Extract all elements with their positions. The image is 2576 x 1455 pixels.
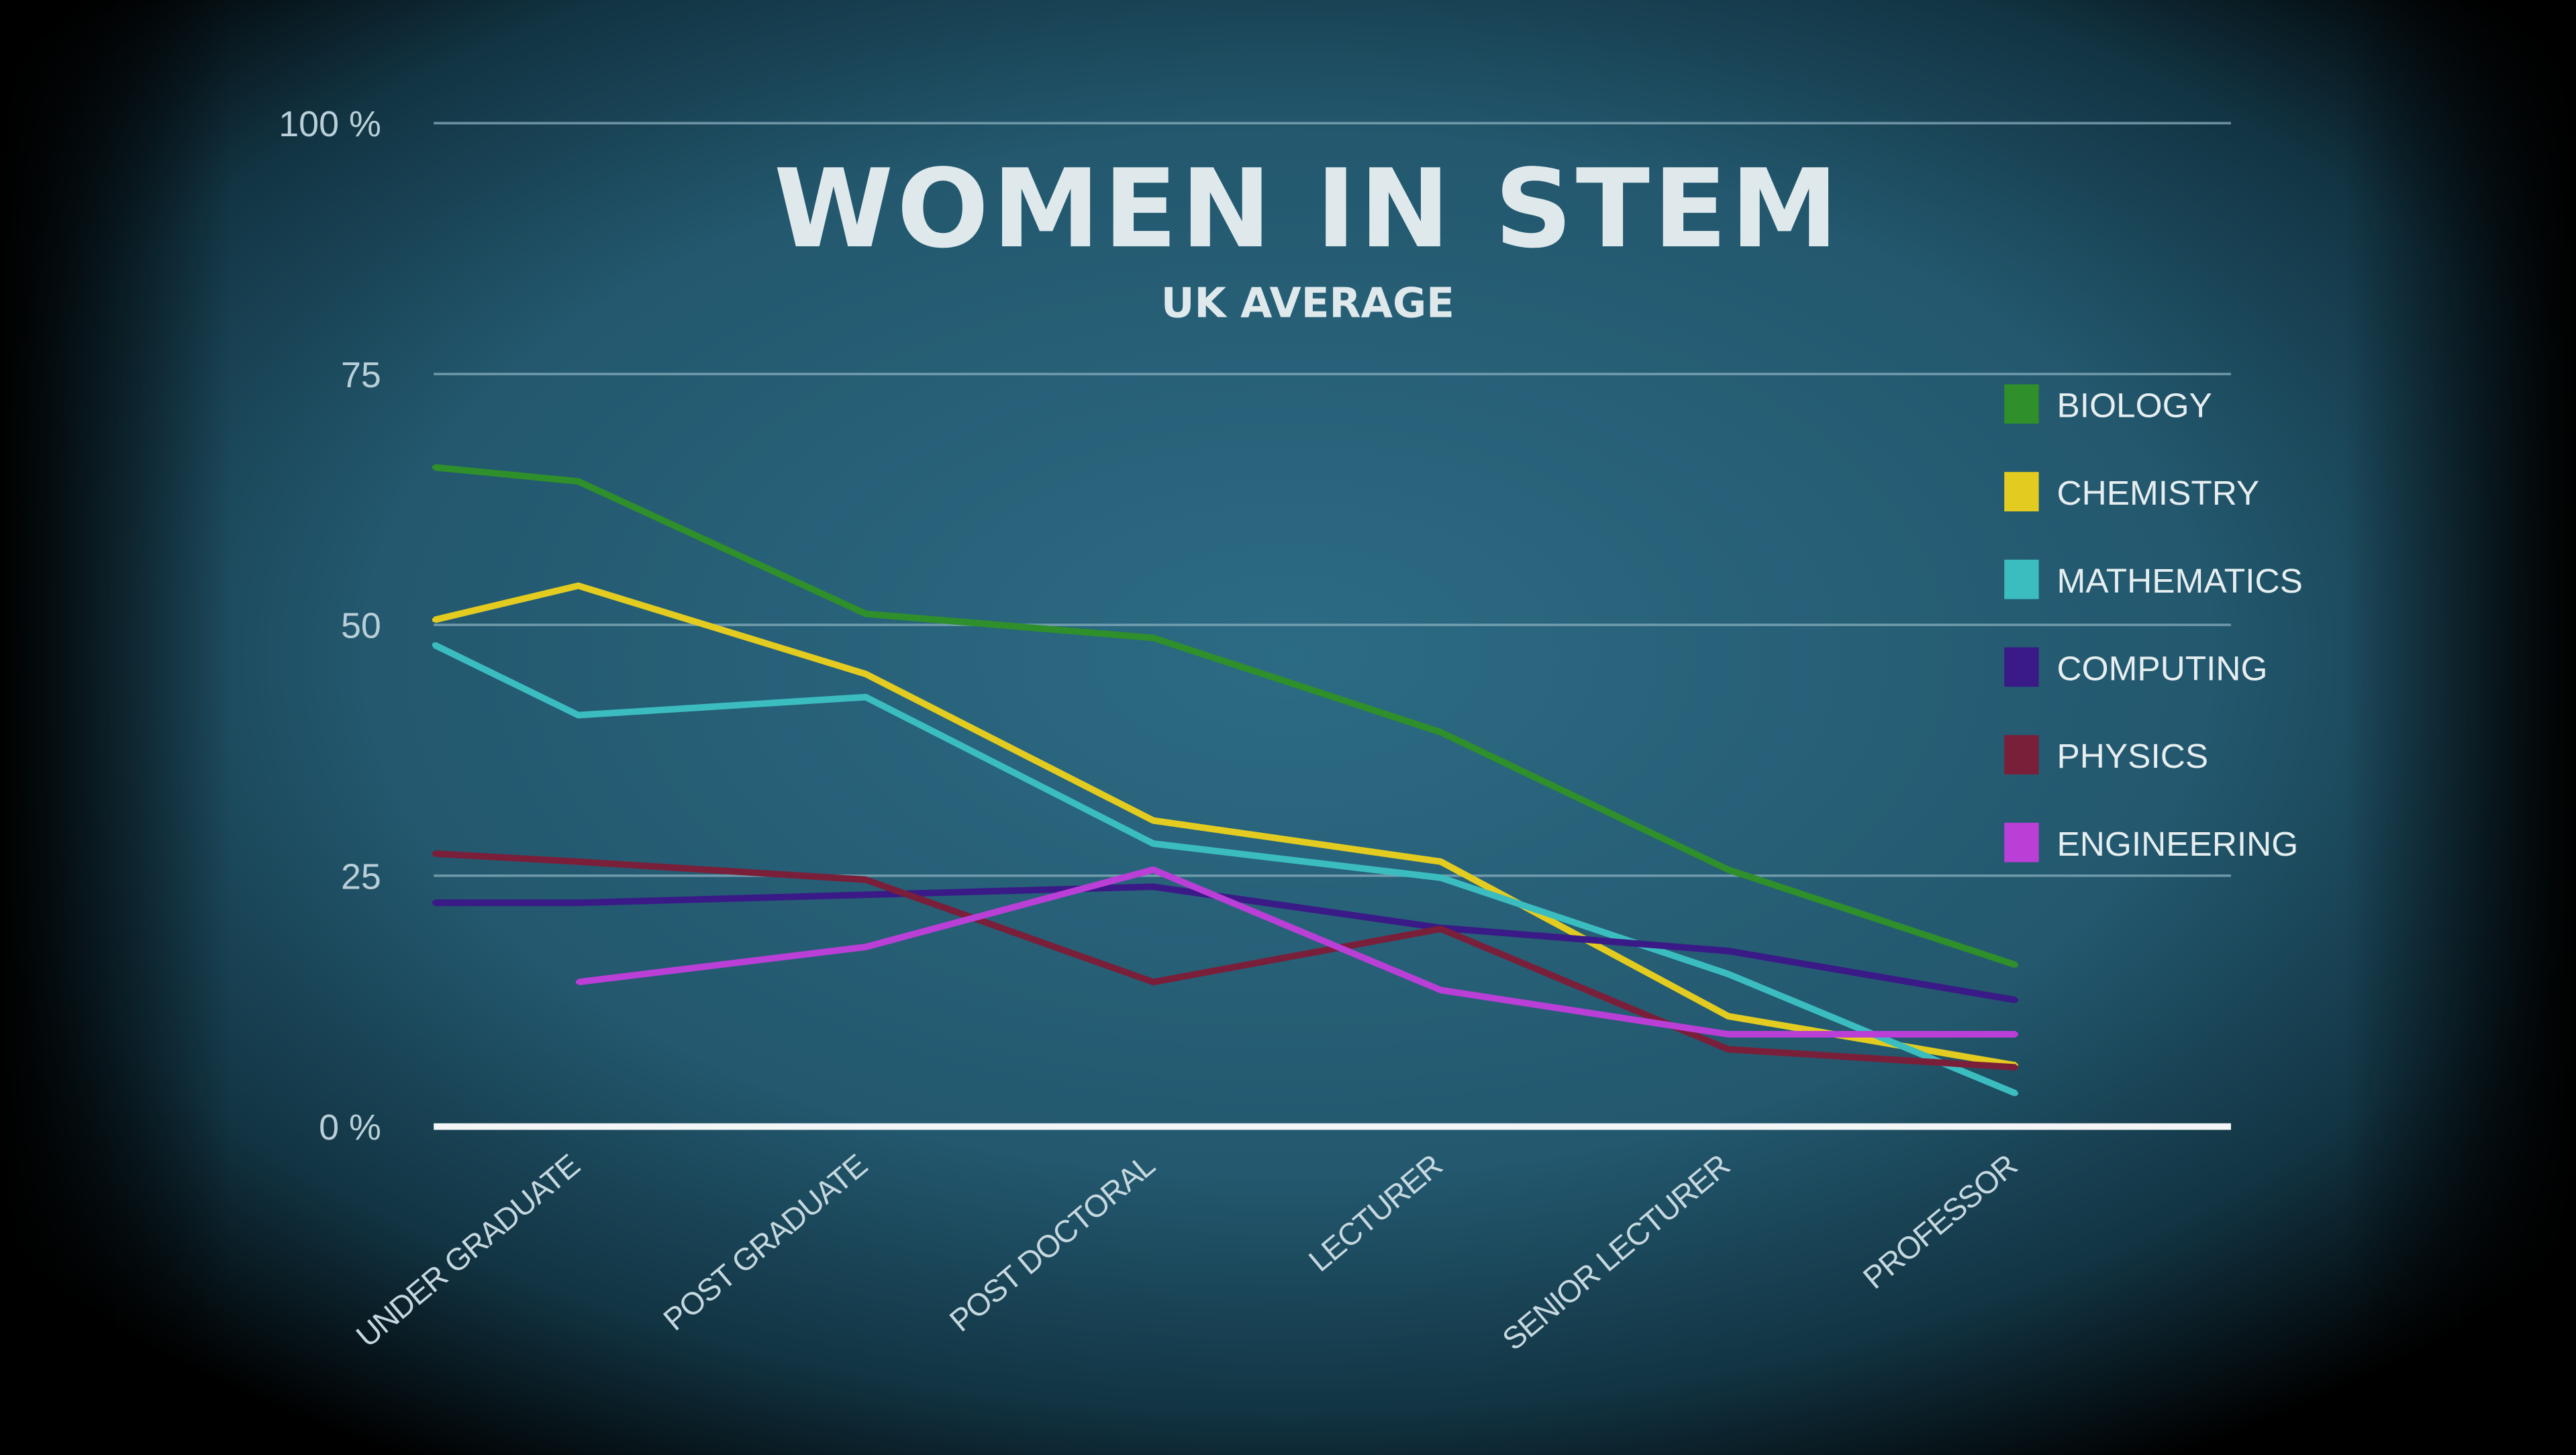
data-point-chemistry (1438, 859, 1444, 864)
data-point-chemistry (432, 617, 438, 623)
data-point-mathematics (1726, 971, 1731, 977)
legend-label: PHYSICS (2057, 736, 2209, 775)
data-point-computing (575, 900, 581, 905)
data-point-computing (2013, 997, 2019, 1003)
legend-item-engineering: ENGINEERING (2004, 822, 2299, 863)
data-point-physics (863, 877, 869, 883)
legend-item-computing: COMPUTING (2004, 647, 2268, 688)
legend-swatch (2004, 472, 2039, 511)
data-point-biology (2013, 962, 2019, 968)
data-point-engineering (1726, 1032, 1731, 1037)
data-point-chemistry (863, 671, 869, 676)
data-point-computing (432, 900, 438, 905)
data-point-mathematics (2013, 1091, 2019, 1096)
legend: BIOLOGY CHEMISTRY MATHEMATICS COMPUTING PHYS… (2004, 384, 2303, 863)
data-point-biology (1438, 730, 1444, 735)
data-point-physics (1438, 926, 1444, 932)
y-tick-label: 75 (341, 355, 381, 395)
data-point-computing (1150, 884, 1156, 889)
data-point-physics (432, 851, 438, 856)
data-point-mathematics (1438, 875, 1444, 881)
y-tick-label: 100 % (279, 104, 381, 144)
data-point-biology (1726, 867, 1731, 872)
legend-swatch (2004, 384, 2039, 424)
data-point-engineering (1438, 987, 1444, 993)
data-point-physics (575, 859, 581, 864)
legend-swatch (2004, 647, 2039, 687)
data-point-chemistry (1150, 817, 1156, 823)
data-point-engineering (2013, 1032, 2019, 1037)
legend-label: COMPUTING (2057, 649, 2268, 688)
data-point-biology (863, 611, 869, 617)
data-point-physics (1150, 979, 1156, 985)
data-point-chemistry (1726, 1013, 1731, 1019)
legend-item-mathematics: MATHEMATICS (2004, 559, 2303, 600)
legend-item-chemistry: CHEMISTRY (2004, 472, 2259, 512)
data-point-biology (575, 479, 581, 484)
legend-swatch (2004, 559, 2039, 599)
y-tick-label: 25 (341, 856, 381, 897)
data-point-mathematics (863, 695, 869, 700)
legend-swatch (2004, 822, 2039, 862)
legend-item-physics: PHYSICS (2004, 735, 2208, 775)
data-point-physics (1726, 1046, 1731, 1052)
data-point-chemistry (575, 583, 581, 589)
data-point-computing (1726, 948, 1731, 954)
legend-label: CHEMISTRY (2057, 473, 2260, 512)
data-point-mathematics (1150, 841, 1156, 846)
chart-subtitle: UK AVERAGE (1161, 279, 1454, 327)
data-point-mathematics (575, 712, 581, 718)
legend-label: ENGINEERING (2057, 824, 2299, 863)
series-line-engineering (577, 866, 2016, 1038)
data-point-mathematics (432, 642, 438, 648)
data-point-biology (1150, 635, 1156, 641)
legend-swatch (2004, 735, 2039, 774)
data-point-engineering (1150, 867, 1156, 872)
legend-label: MATHEMATICS (2057, 561, 2303, 600)
legend-label: BIOLOGY (2057, 386, 2212, 425)
y-tick-label: 0 % (319, 1107, 381, 1148)
legend-item-biology: BIOLOGY (2004, 384, 2212, 425)
data-point-physics (2013, 1064, 2019, 1070)
data-point-computing (863, 892, 869, 897)
data-point-engineering (575, 979, 581, 985)
data-point-engineering (863, 944, 869, 950)
chart-title: WOMEN IN STEM (774, 146, 1842, 272)
y-tick-label: 50 (341, 606, 381, 646)
data-point-biology (432, 464, 438, 470)
